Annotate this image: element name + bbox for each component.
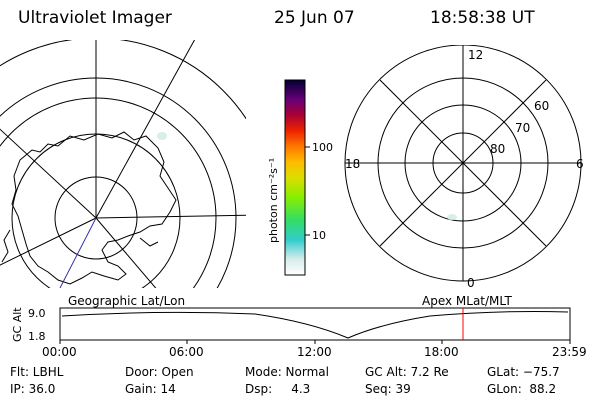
gc-alt-axis-label: GC Alt bbox=[11, 307, 24, 342]
mlat-label-60: 60 bbox=[534, 99, 549, 113]
date-label: 25 Jun 07 bbox=[274, 8, 355, 28]
y-tick-1-8: 1.8 bbox=[28, 330, 46, 343]
aurora-patch bbox=[447, 214, 457, 220]
mlat-label-80: 80 bbox=[490, 142, 505, 156]
instrument-title: Ultraviolet Imager bbox=[18, 8, 172, 28]
y-tick-9: 9.0 bbox=[28, 307, 46, 320]
longitude-line bbox=[95, 217, 157, 288]
x-tick-0600: 06:00 bbox=[169, 345, 204, 359]
glon-info: GLon: 88.2 bbox=[487, 382, 557, 396]
mlat-label-70: 70 bbox=[515, 121, 530, 135]
seq-info: Seq: 39 bbox=[365, 382, 411, 396]
mlt-label-18: 18 bbox=[345, 157, 360, 171]
x-tick-2359: 23:59 bbox=[552, 345, 587, 359]
color-bar-unit-label: photon cm⁻²s⁻¹ bbox=[267, 158, 280, 243]
antarctica-coastline bbox=[11, 131, 177, 285]
track-line bbox=[59, 217, 97, 288]
x-tick-1800: 18:00 bbox=[424, 345, 459, 359]
latitude-circle bbox=[0, 77, 237, 288]
x-tick-0000: 00:00 bbox=[42, 345, 77, 359]
dsp-info: Dsp: 4.3 bbox=[245, 382, 311, 396]
polar-grid: 12 18 6 0 60 70 80 bbox=[344, 45, 584, 290]
ip-info: IP: 36.0 bbox=[10, 382, 56, 396]
mlt-label-6: 6 bbox=[576, 157, 584, 171]
mlt-label-12: 12 bbox=[468, 48, 483, 62]
mlt-diagonal bbox=[379, 79, 547, 247]
orbit-altitude-plot: GC Alt 9.0 1.8 00:00 06:00 12:00 18:00 2… bbox=[11, 307, 587, 359]
mlt-label-0: 0 bbox=[467, 276, 475, 290]
apex-label: Apex MLat/MLT bbox=[422, 294, 512, 308]
coast-detail bbox=[1, 229, 11, 263]
filter-info: Flt: LBHL bbox=[10, 365, 64, 379]
mode-info: Mode: Normal bbox=[245, 365, 329, 379]
aurora-patch bbox=[157, 132, 167, 140]
gc-alt-info: GC Alt: 7.2 Re bbox=[365, 365, 449, 379]
x-tick-1200: 12:00 bbox=[297, 345, 332, 359]
door-info: Door: Open bbox=[125, 365, 194, 379]
longitude-line bbox=[95, 40, 196, 219]
color-bar-gradient bbox=[284, 79, 306, 276]
gain-info: Gain: 14 bbox=[125, 382, 176, 396]
color-bar: 100 10 photon cm⁻²s⁻¹ bbox=[267, 79, 333, 276]
color-bar-tick-100: 100 bbox=[312, 141, 333, 154]
color-bar-tick-10: 10 bbox=[312, 229, 326, 242]
coast-detail bbox=[139, 237, 159, 247]
glat-info: GLat: −75.7 bbox=[487, 365, 560, 379]
altitude-curve bbox=[61, 311, 569, 339]
longitude-line bbox=[0, 217, 97, 266]
geographic-map bbox=[0, 40, 246, 288]
geographic-label: Geographic Lat/Lon bbox=[68, 294, 186, 308]
longitude-line bbox=[0, 128, 97, 219]
longitude-line bbox=[95, 214, 246, 219]
time-label: 18:58:38 UT bbox=[430, 8, 535, 28]
